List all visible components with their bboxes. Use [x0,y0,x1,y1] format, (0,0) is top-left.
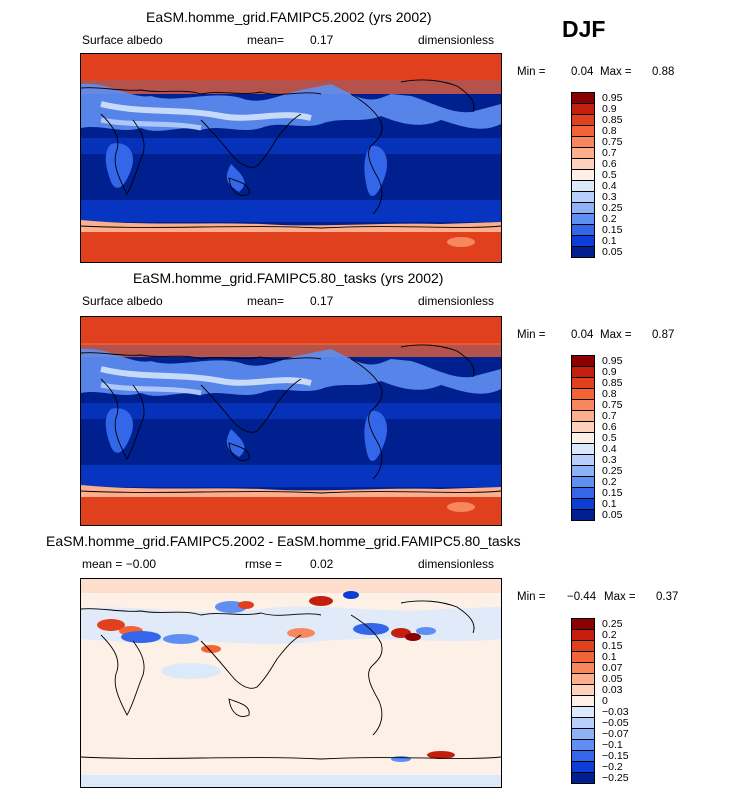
panel-2-mean-label: mean= [247,294,285,308]
colorbar-tick-label: 0.9 [602,102,617,115]
colorbar-tick-label: −0.15 [602,749,629,762]
colorbar-tick-label: 0.2 [602,628,617,641]
panel-3-map [80,578,502,788]
panel-2-min-value: 0.04 [571,329,594,341]
panel-1-min-label: Min = [517,66,546,78]
panel-3-units: dimensionless [418,557,495,571]
colorbar-tick-label: 0.1 [602,497,617,510]
panel-3-min-value: −0.44 [567,591,597,603]
colorbar-tick-label: 0.8 [602,387,617,400]
panel-1-colorbar: 0.95 0.9 0.85 0.8 0.75 0.7 0.6 0.5 0.4 0.3 0.25 0.2… [571,91,651,258]
season-label: DJF [562,16,606,42]
colorbar-tick-label: −0.03 [602,705,629,718]
colorbar-tick-label: 0 [602,694,608,707]
colorbar-tick-label: 0.85 [602,113,623,126]
colorbar-tick-label: 0.05 [602,245,623,258]
colorbar-tick-label: 0.7 [602,409,617,422]
panel-2-min-label: Min = [517,329,546,341]
colorbar-tick-label: 0.25 [602,617,623,630]
colorbar-tick-label: 0.5 [602,168,617,181]
colorbar-tick-label: −0.25 [602,771,629,784]
colorbar-tick-label: 0.25 [602,464,623,477]
panel-2-colorbar: 0.95 0.9 0.85 0.8 0.75 0.7 0.6 0.5 0.4 0.3 0.25 0.2… [571,354,651,521]
panel-3-colorbar: 0.25 0.2 0.15 0.1 0.07 0.05 0.03 0 −0.03 −0.05 −0.… [571,617,651,784]
colorbar-tick-label: 0.2 [602,212,617,225]
colorbar-tick-label: 0.3 [602,190,617,203]
panel-1-map-svg [81,54,501,262]
panel-2-map [80,316,502,526]
colorbar-swatch [571,509,595,521]
colorbar-tick-label: 0.6 [602,157,617,170]
panel-3-max-value: 0.37 [656,591,679,603]
colorbar-tick-label: 0.15 [602,223,623,236]
colorbar-tick-label: 0.2 [602,475,617,488]
panel-3-rmse-value: 0.02 [310,557,334,571]
panel-3-map-svg [81,579,501,787]
colorbar-tick-label: 0.3 [602,453,617,466]
panel-1-max-label: Max = [600,66,632,78]
colorbar-swatch [571,246,595,258]
colorbar-tick-label: 0.05 [602,508,623,521]
colorbar-tick-label: 0.05 [602,672,623,685]
panel-3-title: EaSM.homme_grid.FAMIPC5.2002 - EaSM.homm… [46,533,521,549]
colorbar-tick-label: −0.1 [602,738,623,751]
panel-2-units: dimensionless [418,294,495,308]
colorbar-tick-label: 0.07 [602,661,623,674]
colorbar-tick-label: 0.03 [602,683,623,696]
panel-1-min-value: 0.04 [571,66,594,78]
colorbar-tick-label: 0.7 [602,146,617,159]
colorbar-tick-label: −0.2 [602,760,623,773]
colorbar-tick-label: −0.05 [602,716,629,729]
colorbar-tick-label: 0.25 [602,201,623,214]
panel-2-mean-value: 0.17 [310,294,334,308]
colorbar-tick-label: 0.95 [602,354,623,367]
panel-2-title: EaSM.homme_grid.FAMIPC5.80_tasks (yrs 20… [133,270,444,286]
panel-1-variable-label: Surface albedo [82,33,163,47]
colorbar-tick-label: 0.1 [602,234,617,247]
panel-1-max-value: 0.88 [652,66,675,78]
panel-1-mean-value: 0.17 [310,33,334,47]
colorbar-tick-label: 0.15 [602,639,623,652]
panel-1-map [80,53,502,263]
panel-2-max-value: 0.87 [652,329,675,341]
colorbar-tick-label: 0.1 [602,650,617,663]
panel-1-title: EaSM.homme_grid.FAMIPC5.2002 (yrs 2002) [146,9,432,25]
colorbar-tick-label: 0.15 [602,486,623,499]
colorbar-tick-label: 0.4 [602,442,617,455]
colorbar-tick-label: 0.8 [602,124,617,137]
panel-3-rmse-label: rmse = [245,557,283,571]
colorbar-tick-label: 0.75 [602,135,623,148]
colorbar-tick-label: 0.4 [602,179,617,192]
colorbar-tick-label: 0.9 [602,365,617,378]
colorbar-tick-label: 0.5 [602,431,617,444]
panel-1-mean-label: mean= [247,33,285,47]
panel-3-min-label: Min = [517,591,546,603]
colorbar-tick-label: 0.95 [602,91,623,104]
colorbar-tick-label: 0.85 [602,376,623,389]
panel-2-map-svg [81,317,501,525]
panel-2-variable-label: Surface albedo [82,294,163,308]
panel-2-max-label: Max = [600,329,632,341]
panel-3-mean-label: mean = −0.00 [82,557,157,571]
colorbar-tick-label: 0.75 [602,398,623,411]
colorbar-tick-label: 0.6 [602,420,617,433]
panel-3-max-label: Max = [604,591,636,603]
colorbar-swatch [571,772,595,784]
panel-1-units: dimensionless [418,33,495,47]
colorbar-tick-label: −0.07 [602,727,629,740]
